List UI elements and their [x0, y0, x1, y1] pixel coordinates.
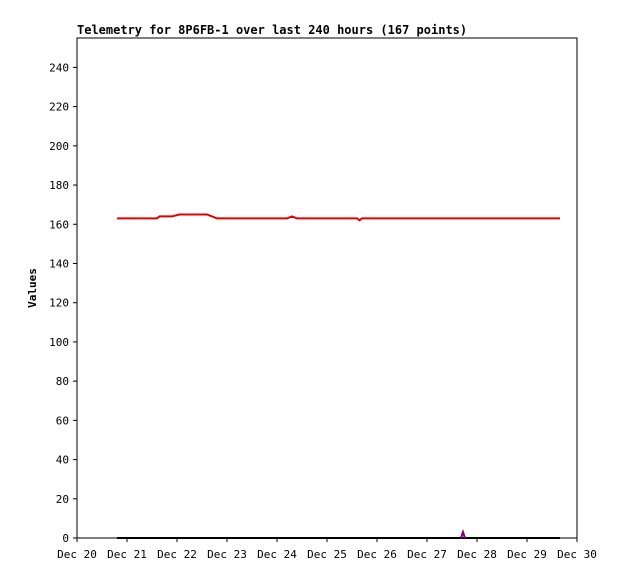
y-tick-label: 40	[56, 454, 69, 467]
y-tick-label: 140	[49, 257, 69, 270]
x-tick-label: Dec 24	[257, 548, 297, 561]
x-tick-label: Dec 20	[57, 548, 97, 561]
y-tick-label: 240	[49, 61, 69, 74]
y-axis-label: Values	[26, 268, 39, 308]
x-tick-label: Dec 27	[407, 548, 447, 561]
series-line	[460, 529, 466, 539]
x-tick-label: Dec 28	[457, 548, 497, 561]
chart-title: Telemetry for 8P6FB-1 over last 240 hour…	[77, 23, 467, 37]
x-tick-label: Dec 25	[307, 548, 347, 561]
series-line	[117, 213, 560, 222]
y-tick-label: 100	[49, 336, 69, 349]
y-tick-label: 0	[62, 532, 69, 545]
x-tick-label: Dec 30	[557, 548, 597, 561]
x-tick-label: Dec 29	[507, 548, 547, 561]
y-tick-label: 80	[56, 375, 69, 388]
x-tick-label: Dec 21	[107, 548, 147, 561]
x-tick-label: Dec 23	[207, 548, 247, 561]
y-tick-label: 160	[49, 218, 69, 231]
y-tick-label: 60	[56, 414, 69, 427]
y-tick-label: 120	[49, 297, 69, 310]
x-tick-label: Dec 26	[357, 548, 397, 561]
x-tick-label: Dec 22	[157, 548, 197, 561]
y-tick-label: 20	[56, 493, 69, 506]
y-tick-label: 180	[49, 179, 69, 192]
plot-frame	[76, 37, 578, 539]
y-tick-label: 200	[49, 140, 69, 153]
y-tick-label: 220	[49, 101, 69, 114]
